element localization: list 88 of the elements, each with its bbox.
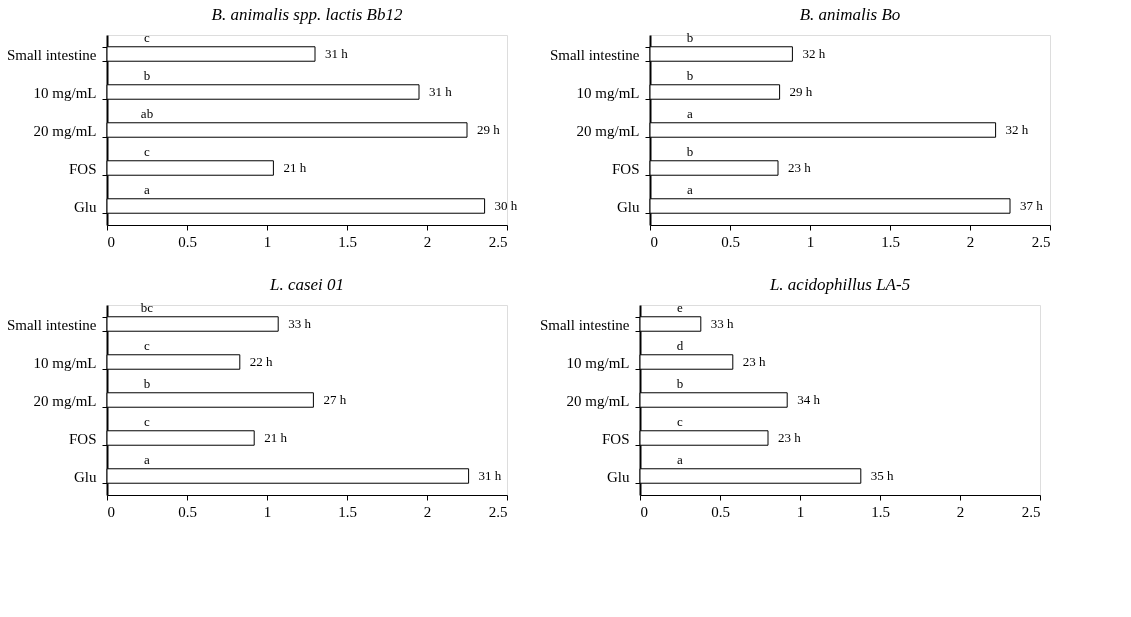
x-tick-label: 1 <box>796 503 805 520</box>
annotation: 21 h <box>264 430 288 445</box>
x-tick-label: 1 <box>263 503 272 520</box>
annotation: 23 h <box>742 354 767 369</box>
annotation: 32 h <box>1005 122 1029 137</box>
y-tick-label: Small intestine <box>6 316 97 333</box>
annotation: 31 h <box>478 468 502 483</box>
x-tick-label: 0.5 <box>178 233 197 250</box>
annotation: 31 h <box>325 46 349 61</box>
annotation: c <box>677 414 684 429</box>
x-tick-label: 2.5 <box>1031 233 1051 250</box>
y-tick-label: FOS <box>68 430 97 447</box>
annotation: 29 h <box>789 84 813 99</box>
y-tick-label: Small intestine <box>549 46 640 63</box>
annotation: bc <box>140 300 154 315</box>
annotation: a <box>687 182 694 197</box>
x-tick-label: 0 <box>107 233 115 250</box>
annotation: 35 h <box>870 468 895 483</box>
y-tick-label: Glu <box>74 468 97 485</box>
annotation: 23 h <box>778 430 802 445</box>
annotation: c <box>144 30 151 45</box>
annotation: a <box>144 182 151 197</box>
annotation: a <box>677 452 684 467</box>
x-tick-label: 1 <box>806 233 815 250</box>
y-tick-label: 20 mg/mL <box>566 392 630 409</box>
y-tick-label: 10 mg/mL <box>566 354 630 371</box>
annotation: 34 h <box>797 392 821 407</box>
x-tick-label: 2.5 <box>488 233 508 250</box>
y-tick-label: FOS <box>611 160 640 177</box>
y-tick-label: Small intestine <box>6 46 97 63</box>
chart-title: B. animalis Bo <box>799 5 901 24</box>
x-tick-label: 0.5 <box>721 233 740 250</box>
x-tick-label: 1.5 <box>881 233 900 250</box>
annotation: 33 h <box>288 316 312 331</box>
annotation: 27 h <box>323 392 347 407</box>
x-tick-label: 2 <box>966 233 975 250</box>
x-tick-label: 2.5 <box>1021 503 1041 520</box>
annotation: a <box>687 106 694 121</box>
annotation: 33 h <box>710 316 735 331</box>
chart-title: L. acidophillus LA-5 <box>768 275 911 294</box>
x-tick-label: 2.5 <box>488 503 508 520</box>
y-tick-label: Glu <box>607 468 630 485</box>
annotation: 30 h <box>494 198 518 213</box>
annotation: b <box>686 30 694 45</box>
annotation: 37 h <box>1020 198 1044 213</box>
x-tick-label: 1 <box>263 233 272 250</box>
y-tick-label: FOS <box>601 430 630 447</box>
annotation: b <box>143 376 151 391</box>
y-tick-label: 10 mg/mL <box>576 84 640 101</box>
y-tick-label: Glu <box>74 198 97 215</box>
x-tick-label: 0.5 <box>711 503 730 520</box>
x-tick-label: 2 <box>956 503 965 520</box>
annotation: 32 h <box>802 46 826 61</box>
x-tick-label: 1.5 <box>338 503 357 520</box>
annotation: d <box>676 338 684 353</box>
annotation: c <box>144 338 151 353</box>
annotation: b <box>676 376 684 391</box>
y-tick-label: 20 mg/mL <box>33 122 97 139</box>
annotation: 31 h <box>429 84 453 99</box>
y-tick-label: Glu <box>617 198 640 215</box>
annotation: 22 h <box>249 354 274 369</box>
annotation: ab <box>140 106 154 121</box>
y-tick-label: Small intestine <box>539 316 630 333</box>
x-tick-label: 1.5 <box>871 503 890 520</box>
x-tick-label: 0 <box>650 233 658 250</box>
x-tick-label: 2 <box>423 503 432 520</box>
annotation: b <box>686 144 694 159</box>
y-tick-label: 10 mg/mL <box>33 354 97 371</box>
y-tick-label: 10 mg/mL <box>33 84 97 101</box>
chart-title: B. animalis spp. lactis Bb12 <box>211 5 403 24</box>
x-tick-label: 2 <box>423 233 432 250</box>
y-tick-label: 20 mg/mL <box>33 392 97 409</box>
annotation: e <box>677 300 684 315</box>
annotation: a <box>144 452 151 467</box>
chart-title: L. casei 01 <box>268 275 345 294</box>
x-tick-label: 0 <box>640 503 648 520</box>
annotation: 29 h <box>477 122 501 137</box>
annotation: 23 h <box>788 160 812 175</box>
x-tick-label: 0.5 <box>178 503 197 520</box>
x-tick-label: 1.5 <box>338 233 357 250</box>
annotation: b <box>686 68 694 83</box>
x-tick-label: 0 <box>107 503 115 520</box>
y-tick-label: FOS <box>68 160 97 177</box>
annotation: c <box>144 144 151 159</box>
annotation: b <box>143 68 151 83</box>
y-tick-label: 20 mg/mL <box>576 122 640 139</box>
annotation: 21 h <box>283 160 307 175</box>
annotation: c <box>144 414 151 429</box>
